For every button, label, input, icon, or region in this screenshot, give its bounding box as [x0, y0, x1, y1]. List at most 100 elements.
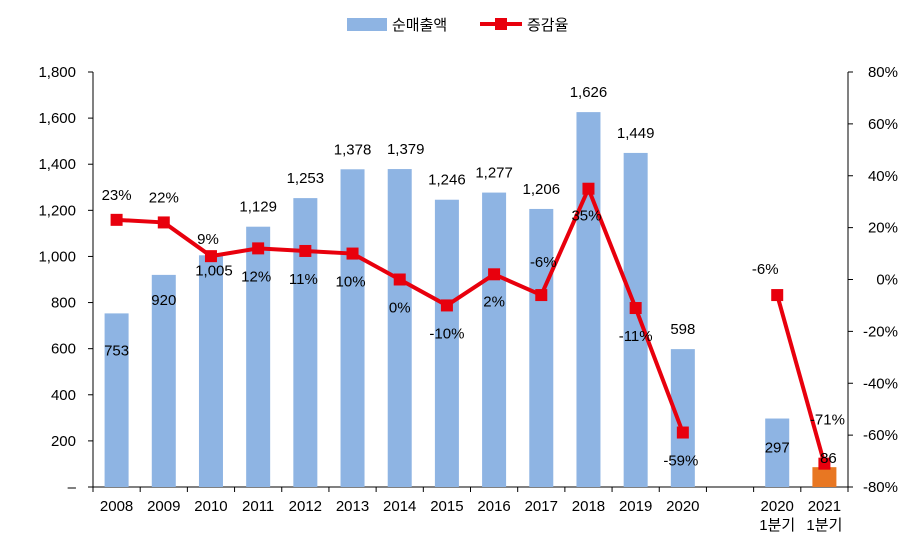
bar-value-label: 1,378: [334, 141, 372, 158]
bar: [246, 226, 271, 488]
bar-value-label: 1,129: [239, 199, 277, 216]
x-tick-label: 2020 1분기: [759, 498, 795, 534]
growth-value-label: 23%: [102, 187, 132, 204]
growth-value-label: -6%: [530, 254, 557, 271]
bar-value-label: 1,277: [475, 165, 513, 182]
growth-marker: [488, 268, 501, 281]
y-right-tick-label: 80%: [868, 64, 898, 81]
growth-marker: [818, 457, 831, 470]
growth-marker: [629, 302, 642, 315]
growth-value-label: 11%: [289, 271, 318, 288]
x-tick-label: 2013: [336, 498, 369, 515]
growth-value-label: -6%: [752, 261, 779, 278]
x-tick-label: 2009: [147, 498, 180, 515]
y-right-tick-label: -80%: [863, 479, 898, 496]
growth-marker: [582, 182, 595, 195]
bar-value-label: 1,206: [523, 181, 561, 198]
bar-value-label: 753: [104, 342, 129, 359]
growth-marker: [110, 213, 123, 226]
bar: [198, 255, 223, 487]
y-right-tick-label: -60%: [863, 427, 898, 444]
y-left-tick-label: 600: [51, 341, 76, 358]
bar-value-label: 920: [151, 292, 176, 309]
x-tick-label: 2016: [477, 498, 510, 515]
y-right-tick-label: -20%: [863, 323, 898, 340]
x-tick-label: 2008: [100, 498, 133, 515]
legend-line-label: 증감율: [527, 16, 568, 34]
growth-marker: [204, 250, 217, 263]
growth-value-label: -10%: [429, 325, 464, 342]
x-tick-label: 2010: [194, 498, 227, 515]
growth-marker: [252, 242, 265, 255]
growth-marker: [157, 216, 170, 229]
x-tick-label: 2012: [289, 498, 322, 515]
growth-marker: [676, 426, 689, 439]
bar: [670, 349, 695, 487]
legend: 순매출액 증감율: [347, 16, 568, 34]
bar: [623, 152, 648, 488]
growth-marker: [440, 299, 453, 312]
y-left-tick-label: 1,400: [38, 156, 76, 173]
growth-value-label: 35%: [571, 208, 601, 225]
y-left-tick-label: 800: [51, 295, 76, 312]
growth-line-segment: [775, 294, 827, 465]
growth-value-label: -71%: [810, 412, 845, 429]
bar: [765, 418, 790, 487]
growth-value-label: 0%: [389, 300, 411, 317]
bar: [293, 198, 318, 487]
y-left-tick-label: 1,000: [38, 248, 76, 265]
bar-value-label: 1,379: [387, 141, 425, 158]
growth-marker: [299, 244, 312, 257]
x-tick-label: 2011: [242, 498, 274, 515]
growth-marker: [346, 247, 359, 260]
y-left-tick-label: –: [68, 479, 77, 496]
growth-marker: [771, 289, 784, 302]
growth-value-label: 9%: [197, 231, 219, 248]
y-left-tick-label: 1,200: [38, 202, 76, 219]
growth-line: [110, 182, 831, 470]
x-tick-label: 2017: [525, 498, 558, 515]
y-right-tick-label: 0%: [876, 272, 898, 289]
legend-line-marker: [495, 18, 507, 30]
y-right-tick-label: 40%: [868, 168, 898, 185]
bar-value-label: 86: [820, 450, 837, 467]
bar: [104, 313, 129, 487]
bar-value-label: 598: [670, 321, 695, 338]
bar-value-label: 1,253: [287, 170, 325, 187]
x-tick-label: 2020: [666, 498, 699, 515]
x-tick-label: 2015: [430, 498, 463, 515]
bar: [340, 169, 365, 488]
bar: [812, 467, 837, 487]
bar: [434, 199, 459, 487]
growth-value-label: -11%: [619, 328, 653, 345]
y-right-tick-label: 60%: [868, 116, 898, 133]
growth-value-label: 10%: [336, 274, 366, 291]
x-tick-label: 2021 1분기: [806, 498, 842, 534]
x-tick-label: 2018: [572, 498, 605, 515]
bar-value-label: 1,626: [570, 84, 608, 101]
legend-bar-swatch: [347, 18, 387, 31]
growth-marker: [535, 289, 548, 302]
bar: [387, 169, 412, 487]
x-tick-label: 2019: [619, 498, 652, 515]
y-left-tick-label: 1,600: [38, 110, 76, 127]
growth-value-label: 22%: [149, 189, 179, 206]
y-left-tick-label: 400: [51, 387, 76, 404]
bar: [482, 192, 507, 487]
bar: [151, 274, 176, 487]
x-tick-label: 2014: [383, 498, 416, 515]
bar: [529, 208, 554, 487]
growth-value-label: 2%: [483, 293, 505, 310]
bar: [576, 112, 601, 487]
axes: – 200 400 600 800 1,000 1,200 1,400 1,600 1,800 -8…: [38, 64, 898, 534]
bar-value-label: 297: [765, 440, 790, 457]
bar-value-label: 1,246: [428, 172, 466, 189]
y-left-tick-label: 1,800: [38, 64, 76, 81]
growth-value-label: -59%: [663, 453, 698, 470]
y-right-tick-label: -40%: [863, 375, 898, 392]
growth-value-label: 12%: [241, 268, 271, 285]
growth-marker: [393, 273, 406, 286]
bar-value-label: 1,005: [195, 262, 233, 279]
